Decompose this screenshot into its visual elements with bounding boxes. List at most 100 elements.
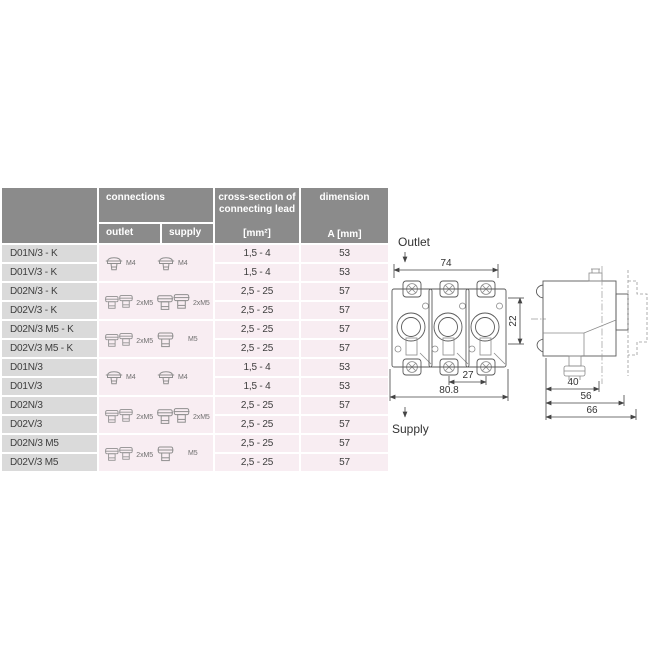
cross-section-cells: 2,5 - 25 2,5 - 25 — [215, 397, 299, 433]
screw-size-label: 2xM5 — [136, 337, 153, 345]
screw-2xm5-icon — [105, 294, 134, 309]
header-connections-label: connections — [99, 188, 213, 222]
header-dimension: dimension A [mm] — [301, 188, 388, 243]
outlet-connection: 2xM5 — [99, 407, 153, 424]
table-row: D01V/3 — [2, 378, 97, 395]
name-cells: D01N/3 D01V/3 — [2, 359, 97, 395]
dimension-value: 53 — [301, 378, 388, 395]
name-cells: D02N/3 - K D02V/3 - K — [2, 283, 97, 319]
screw-size-label: M4 — [178, 259, 188, 267]
dimension-value: 57 — [301, 283, 388, 300]
name-cells: D02N/3 D02V/3 — [2, 397, 97, 433]
table-body: D01N/3 - K D01V/3 - K M4 M4 1,5 - 4 1,5 — [2, 245, 388, 471]
outlet-connection: 2xM5 — [99, 331, 153, 348]
table-group: D01N/3 - K D01V/3 - K M4 M4 1,5 - 4 1,5 — [2, 245, 388, 281]
cross-section-cells: 1,5 - 4 1,5 - 4 — [215, 359, 299, 395]
dimension-80-8: 80.8 — [389, 369, 509, 401]
table-row: D02V/3 - K — [2, 302, 97, 319]
screw-size-label: 2xM5 — [193, 413, 210, 421]
dimension-74: 74 — [393, 258, 499, 278]
supply-connection: M5 — [153, 445, 213, 462]
screw-size-label: M5 — [188, 449, 198, 457]
outlet-label-text: Outlet — [398, 235, 431, 249]
table-group: D02N/3 D02V/3 2xM5 2xM5 2,5 - 25 2,5 - 2 — [2, 397, 388, 433]
screw-m4-icon — [157, 256, 175, 270]
connections-cell: M4 M4 — [99, 245, 213, 281]
dim-27-text: 27 — [462, 370, 474, 381]
header-supply: supply — [162, 224, 213, 243]
connections-cell: 2xM5 M5 — [99, 435, 213, 471]
supply-connection: 2xM5 — [153, 293, 213, 310]
supply-connection: M5 — [153, 331, 213, 348]
screw-m4-icon — [105, 256, 123, 270]
screw-size-label: M4 — [126, 259, 136, 267]
dim-74-text: 74 — [440, 258, 452, 269]
table-row: D02V/3 M5 - K — [2, 340, 97, 357]
table-row: D02N/3 — [2, 397, 97, 414]
cross-section-value: 1,5 - 4 — [215, 378, 299, 395]
cross-section-cells: 2,5 - 25 2,5 - 25 — [215, 283, 299, 319]
screw-m4-icon — [105, 370, 123, 384]
table-row: D02N/3 M5 - K — [2, 321, 97, 338]
table-row: D01N/3 — [2, 359, 97, 376]
dimension-value: 53 — [301, 245, 388, 262]
supply-connection: M4 — [153, 256, 213, 271]
supply-connection: 2xM5 — [153, 407, 213, 424]
dimension-cells: 53 53 — [301, 245, 388, 281]
table-group: D02N/3 - K D02V/3 - K 2xM5 2xM5 2,5 - 25 — [2, 283, 388, 319]
outlet-connection: M4 — [99, 370, 153, 385]
spec-table: connections outlet supply cross-section … — [2, 188, 388, 471]
cross-section-cells: 2,5 - 25 2,5 - 25 — [215, 321, 299, 357]
supply-flow-label: Supply — [392, 407, 429, 436]
dimension-value: 57 — [301, 340, 388, 357]
dim-22-text: 22 — [508, 315, 519, 327]
screw-2xm5-icon — [157, 407, 190, 424]
dimension-value: 57 — [301, 302, 388, 319]
table-row: D01V/3 - K — [2, 264, 97, 281]
outlet-flow-label: Outlet — [398, 235, 431, 263]
header-cross-line2: connecting lead — [218, 204, 296, 215]
dimension-value: 57 — [301, 454, 388, 471]
dimension-value: 57 — [301, 416, 388, 433]
header-cross-unit: [mm²] — [243, 228, 271, 239]
screw-2xm5-icon — [105, 446, 134, 461]
dim-56-text: 56 — [580, 391, 592, 402]
name-cells: D02N/3 M5 D02V/3 M5 — [2, 435, 97, 471]
cross-section-cells: 2,5 - 25 2,5 - 25 — [215, 435, 299, 471]
dimension-value: 57 — [301, 435, 388, 452]
connections-cell: 2xM5 2xM5 — [99, 283, 213, 319]
name-cells: D01N/3 - K D01V/3 - K — [2, 245, 97, 281]
header-product-column — [2, 188, 97, 243]
table-group: D01N/3 D01V/3 M4 M4 1,5 - 4 1,5 - 4 — [2, 359, 388, 395]
cross-section-value: 2,5 - 25 — [215, 454, 299, 471]
header-dimension-unit: A [mm] — [327, 229, 362, 240]
dimension-cells: 57 57 — [301, 397, 388, 433]
dimension-66: 66 — [545, 405, 637, 420]
screw-2xm5-icon — [105, 408, 134, 423]
connections-cell: 2xM5 2xM5 — [99, 397, 213, 433]
header-dimension-label: dimension — [319, 192, 370, 203]
cross-section-value: 2,5 - 25 — [215, 283, 299, 300]
screw-size-label: M5 — [188, 335, 198, 343]
connections-cell: 2xM5 M5 — [99, 321, 213, 357]
header-connections: connections outlet supply — [99, 188, 213, 243]
table-row: D01N/3 - K — [2, 245, 97, 262]
table-header: connections outlet supply cross-section … — [2, 188, 388, 243]
dimension-value: 53 — [301, 264, 388, 281]
cross-section-value: 2,5 - 25 — [215, 435, 299, 452]
dimension-56: 56 — [545, 391, 625, 406]
cross-section-cells: 1,5 - 4 1,5 - 4 — [215, 245, 299, 281]
name-cells: D02N/3 M5 - K D02V/3 M5 - K — [2, 321, 97, 357]
dim-66-text: 66 — [586, 405, 598, 416]
cross-section-value: 2,5 - 25 — [215, 302, 299, 319]
spacer — [301, 203, 388, 229]
dimension-value: 57 — [301, 321, 388, 338]
connections-cell: M4 M4 — [99, 359, 213, 395]
dimension-value: 57 — [301, 397, 388, 414]
header-connections-sub: outlet supply — [99, 224, 213, 243]
cross-section-value: 1,5 - 4 — [215, 264, 299, 281]
dimension-27: 27 — [448, 370, 487, 385]
phantom-outline — [627, 270, 648, 376]
dimension-cells: 57 57 — [301, 435, 388, 471]
